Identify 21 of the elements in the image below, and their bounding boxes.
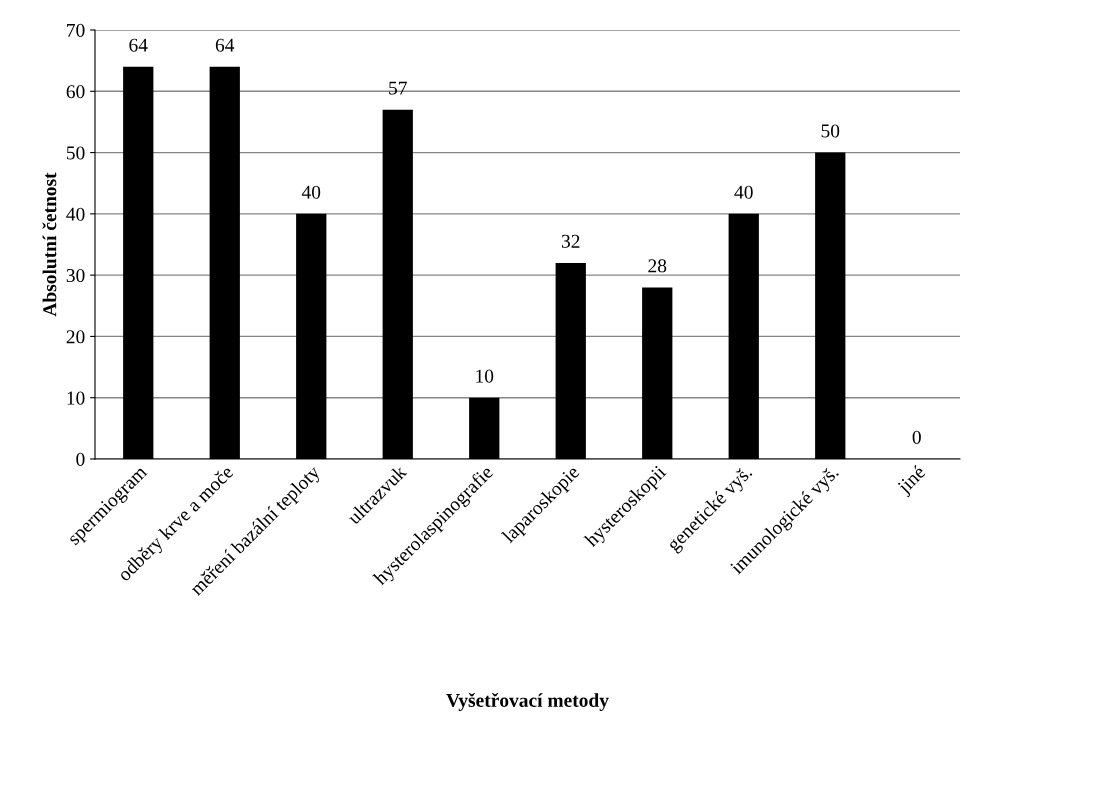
y-tick-label: 40: [66, 207, 85, 221]
data-label: 50: [821, 124, 840, 138]
data-label: 40: [734, 185, 753, 199]
data-label: 64: [129, 38, 148, 52]
y-tick-label: 10: [67, 391, 85, 405]
data-label: 40: [301, 185, 321, 199]
data-label: 32: [561, 234, 580, 248]
data-label: 57: [389, 81, 407, 95]
data-label: 0: [912, 430, 921, 444]
data-label: 10: [476, 369, 494, 383]
x-tick-label: jiné: [895, 464, 929, 498]
data-label: 28: [648, 259, 667, 273]
y-tick-label: 70: [67, 23, 85, 37]
y-tick-label: 50: [66, 146, 85, 160]
x-axis-title: Vyšetřovací metody: [446, 693, 609, 711]
y-tick-label: 0: [76, 452, 85, 466]
data-label: 64: [215, 38, 235, 52]
y-tick-label: 20: [66, 330, 85, 344]
y-tick-label: 30: [66, 268, 85, 283]
y-axis-title: Absolutní četnost: [42, 172, 57, 317]
y-tick-label: 60: [66, 85, 85, 99]
